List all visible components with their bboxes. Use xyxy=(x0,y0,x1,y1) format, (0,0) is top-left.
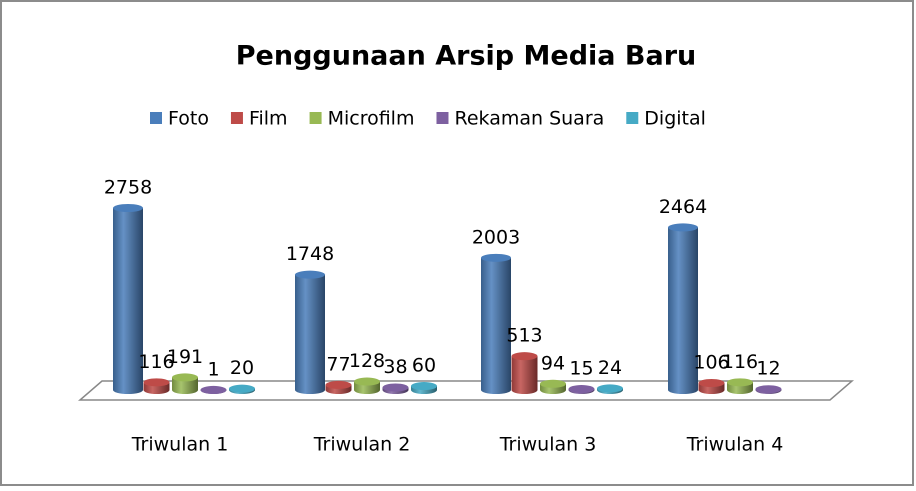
bar-top xyxy=(597,384,623,393)
legend-label: Foto xyxy=(168,108,209,130)
bar-top xyxy=(511,352,538,361)
bar-top xyxy=(727,378,753,387)
data-label: 38 xyxy=(383,356,407,378)
bar-top xyxy=(540,379,566,388)
legend-swatch xyxy=(309,112,322,124)
bar xyxy=(200,385,227,394)
bar xyxy=(755,385,782,394)
data-label: 2758 xyxy=(104,177,152,199)
data-label: 106 xyxy=(693,352,729,374)
bar-body xyxy=(511,356,538,394)
legend-swatch xyxy=(626,112,639,124)
bar xyxy=(172,373,198,394)
data-label: 2464 xyxy=(659,196,707,218)
bar-top xyxy=(382,383,409,392)
bar xyxy=(411,382,437,394)
legend-swatch xyxy=(230,112,243,124)
bar-top xyxy=(172,373,198,382)
floor xyxy=(77,380,855,401)
bar-body xyxy=(172,377,198,394)
data-label: 2003 xyxy=(472,226,520,248)
bar xyxy=(511,352,538,394)
data-label: 94 xyxy=(541,352,565,374)
bar-top xyxy=(354,377,380,386)
data-label: 116 xyxy=(722,351,758,373)
bar-top xyxy=(411,382,437,391)
bar xyxy=(143,378,170,394)
bar-body xyxy=(113,208,143,394)
legend-label: Film xyxy=(249,108,288,130)
bar-top xyxy=(668,223,698,232)
bar-top xyxy=(481,253,511,262)
bar xyxy=(698,379,725,394)
data-label: 12 xyxy=(756,358,780,380)
x-tick-label: Triwulan 1 xyxy=(131,434,229,456)
bar xyxy=(668,223,698,394)
bar-body xyxy=(668,227,698,394)
bar-body xyxy=(481,257,511,394)
bar-body xyxy=(295,274,325,394)
bar-top xyxy=(113,204,143,212)
data-label: 15 xyxy=(569,358,593,380)
data-label: 60 xyxy=(412,355,436,377)
x-tick-label: Triwulan 3 xyxy=(499,434,597,456)
bar-top xyxy=(568,385,595,394)
bar-top xyxy=(325,380,352,389)
bar xyxy=(113,204,143,394)
data-label: 1 xyxy=(207,358,219,380)
bar xyxy=(568,385,595,394)
x-tick-label: Triwulan 2 xyxy=(313,434,411,456)
bar xyxy=(229,384,255,394)
legend-swatch xyxy=(436,112,449,124)
bar xyxy=(481,253,511,394)
data-label: 191 xyxy=(167,346,203,368)
bar xyxy=(540,379,566,394)
data-label: 24 xyxy=(598,357,622,379)
bar-top xyxy=(698,379,725,388)
bar xyxy=(597,384,623,394)
bar-top xyxy=(229,384,255,393)
data-label: 1748 xyxy=(286,243,334,265)
legend-swatch xyxy=(150,112,162,124)
legend-label: Digital xyxy=(644,108,706,130)
x-tick-label: Triwulan 4 xyxy=(686,434,784,456)
chart-title: Penggunaan Arsip Media Baru xyxy=(236,41,696,72)
data-label: 20 xyxy=(230,357,254,379)
bar xyxy=(325,380,352,394)
bar xyxy=(354,377,380,394)
data-label: 77 xyxy=(326,353,350,375)
data-label: 513 xyxy=(506,325,542,347)
bar-top xyxy=(143,378,170,387)
bar-top xyxy=(200,385,227,394)
data-label: 116 xyxy=(138,351,174,373)
data-label: 128 xyxy=(349,350,385,372)
legend-label: Microfilm xyxy=(328,108,415,130)
legend-label: Rekaman Suara xyxy=(454,108,604,130)
bar-top xyxy=(755,385,782,394)
bar xyxy=(727,378,753,394)
bar xyxy=(295,270,325,394)
bar-top xyxy=(295,270,325,279)
bar xyxy=(382,383,409,394)
